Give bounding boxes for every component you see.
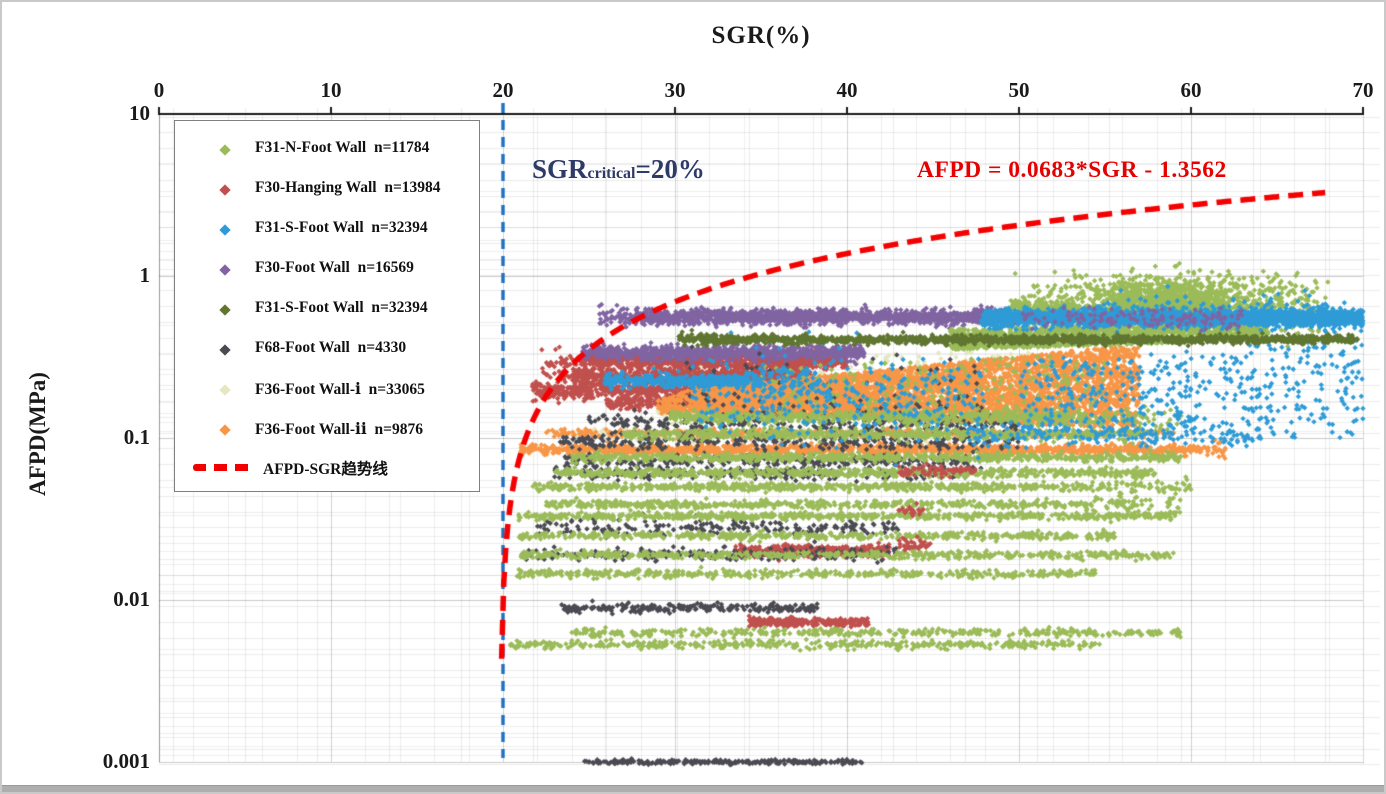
legend-label: F36-Foot Wall-ⅰ n=33065 [255, 381, 425, 398]
legend-label: F31-S-Foot Wall n=32394 [255, 299, 428, 316]
critical-sgr-prefix: SGR [532, 154, 588, 184]
x-tick-label: 50 [1008, 78, 1030, 102]
legend-diamond-marker [219, 304, 231, 316]
x-tick-label: 40 [836, 78, 858, 102]
x-tick-label: 30 [664, 78, 686, 102]
legend-trendline-marker [193, 464, 255, 471]
legend-diamond-marker [219, 344, 231, 356]
y-tick-label: 10 [129, 101, 150, 125]
window-bottom-border [2, 785, 1384, 792]
legend-label: F30-Hanging Wall n=13984 [255, 179, 441, 196]
y-tick-label: 0.001 [102, 749, 150, 773]
legend-diamond-marker [219, 424, 231, 436]
x-tick-label: 70 [1352, 78, 1374, 102]
critical-sgr-suffix: =20% [635, 154, 705, 184]
legend-label: F31-N-Foot Wall n=11784 [255, 139, 430, 156]
legend-label: F36-Foot Wall-ⅱ n=9876 [255, 421, 424, 438]
x-tick-label: 20 [492, 78, 514, 102]
legend-diamond-marker [219, 144, 231, 156]
legend-label: AFPD-SGR趋势线 [263, 461, 388, 478]
legend-diamond-marker [219, 184, 231, 196]
x-tick-label: 0 [153, 78, 165, 102]
critical-sgr-subscript: critical [587, 165, 636, 182]
legend-label: F68-Foot Wall n=4330 [255, 339, 407, 356]
trend-equation-annotation: AFPD = 0.0683*SGR - 1.3562 [917, 157, 1227, 183]
legend-diamond-marker [219, 224, 231, 236]
legend-label: F30-Foot Wall n=16569 [255, 259, 414, 276]
y-tick-label: 0.1 [123, 425, 150, 449]
y-tick-label: 1 [139, 263, 151, 287]
x-axis-title: SGR(%) [711, 22, 811, 49]
legend-diamond-marker [219, 264, 231, 276]
y-tick-label: 0.01 [113, 587, 150, 611]
legend-label: F31-S-Foot Wall n=32394 [255, 219, 428, 236]
x-tick-label: 10 [320, 78, 342, 102]
legend-diamond-marker [219, 384, 231, 396]
x-tick-label: 60 [1180, 78, 1202, 102]
legend: F31-N-Foot Wall n=11784 F30-Hanging Wall … [174, 120, 480, 492]
critical-sgr-annotation: SGRcritical=20% [532, 154, 705, 185]
